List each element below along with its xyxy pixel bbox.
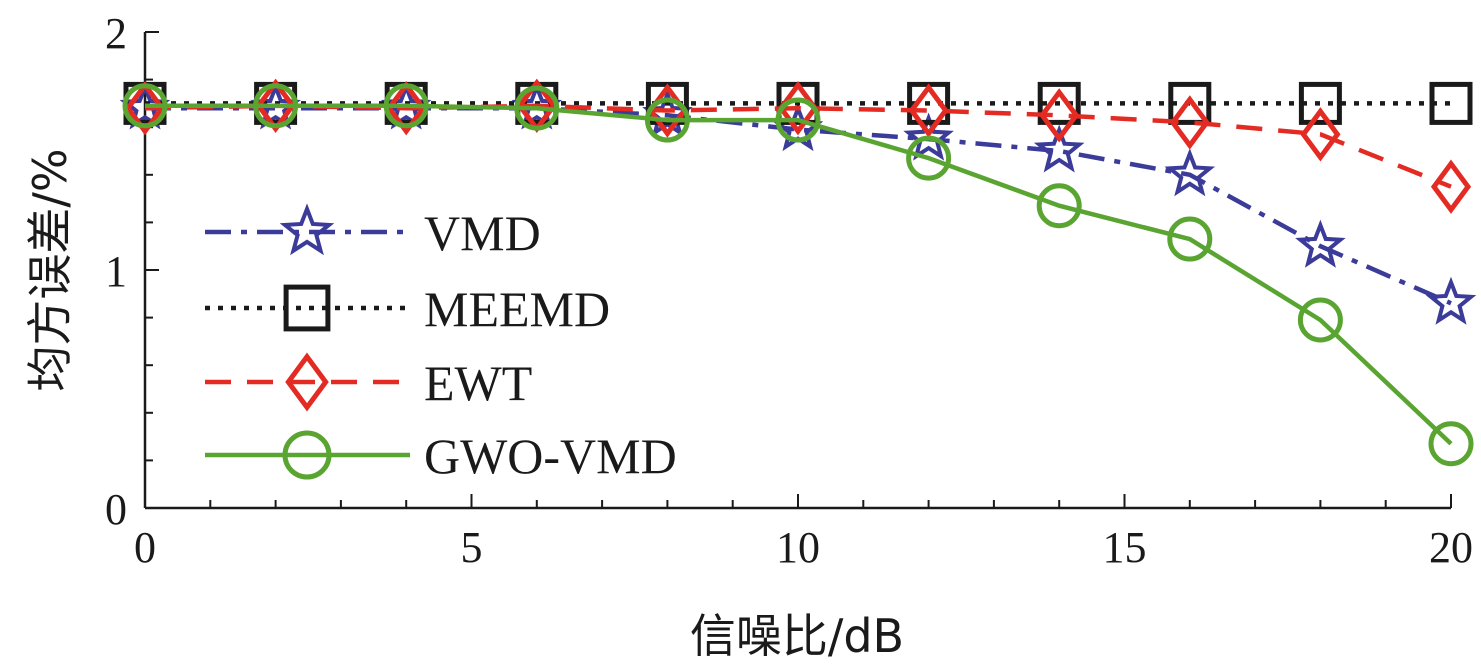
data-point (908, 83, 949, 138)
data-point (1039, 88, 1080, 143)
legend-label: EWT (424, 355, 532, 411)
data-point (124, 80, 166, 136)
data-point (383, 83, 429, 129)
data-point (253, 83, 299, 129)
data-point (386, 80, 427, 136)
y-axis-label: 均方误差/% (23, 148, 77, 391)
legend-item-vmd: VMD (205, 203, 541, 261)
legend-marker (282, 430, 332, 480)
x-tick-label: 10 (776, 523, 820, 572)
data-point (906, 135, 952, 181)
y-tick-label: 1 (105, 247, 127, 296)
data-point (1430, 159, 1472, 214)
data-point (1297, 297, 1343, 343)
x-tick-label: 0 (134, 523, 156, 572)
data-point (1428, 421, 1474, 467)
x-tick-label: 20 (1429, 523, 1473, 572)
series-meemd (123, 81, 1473, 125)
data-point (255, 78, 296, 133)
data-point (777, 80, 819, 136)
data-point (1037, 81, 1081, 125)
legend-label: VMD (424, 205, 541, 261)
x-axis-label: 信噪比/dB (690, 609, 904, 663)
legend-label: GWO-VMD (424, 428, 677, 484)
series-layer (119, 78, 1477, 467)
data-point (1300, 107, 1341, 162)
axes: 0 5 10 15 20 0 1 2 (105, 9, 1473, 572)
legend: VMD MEEMD EWT GWO-VMD (205, 203, 677, 484)
x-tick-label: 15 (1103, 523, 1147, 572)
data-point (1169, 95, 1210, 150)
legend-item-gwo-vmd: GWO-VMD (205, 428, 677, 484)
data-point (1168, 81, 1212, 125)
legend-label: MEEMD (424, 281, 610, 337)
series-line (145, 103, 1453, 446)
data-point (1167, 216, 1213, 262)
data-point (1033, 124, 1085, 173)
y-tick-label: 2 (105, 9, 127, 58)
y-tick-label: 0 (105, 485, 127, 534)
data-point (514, 85, 560, 131)
legend-marker (279, 203, 335, 256)
data-point (1164, 148, 1216, 197)
legend-marker (283, 284, 331, 332)
data-point (1425, 276, 1477, 325)
data-point (644, 97, 690, 143)
data-point (903, 112, 954, 161)
series-gwo-vmd (122, 83, 1474, 467)
legend-marker (285, 352, 329, 412)
x-tick-label: 5 (461, 523, 483, 572)
data-point (122, 83, 168, 129)
legend-item-ewt: EWT (205, 352, 532, 412)
data-point (1429, 81, 1473, 125)
data-point (1295, 219, 1346, 268)
legend-item-meemd: MEEMD (205, 281, 610, 337)
data-point (1036, 183, 1082, 229)
data-point (1298, 81, 1342, 125)
data-point (775, 97, 821, 143)
